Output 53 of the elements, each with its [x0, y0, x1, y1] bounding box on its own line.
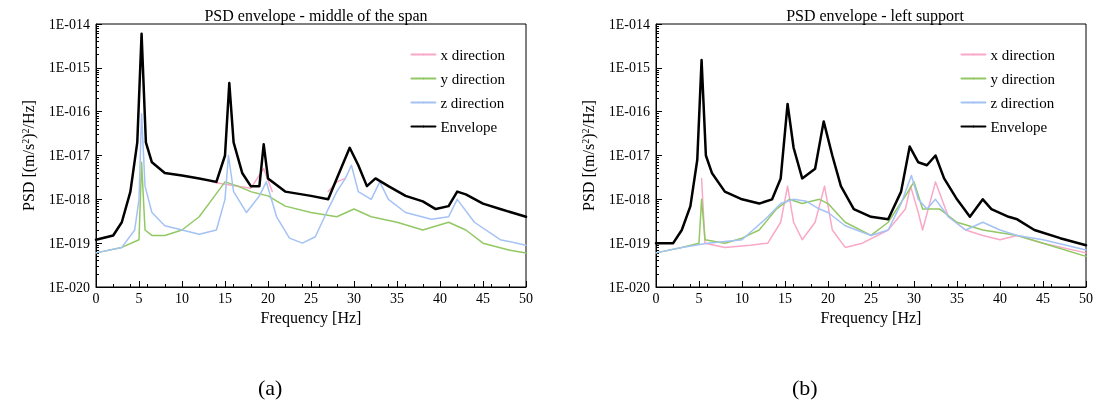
x-tick-label: 10: [735, 290, 749, 306]
legend-label: y direction: [990, 70, 1056, 87]
x-tick-label: 50: [519, 290, 533, 306]
legend-label: y direction: [440, 70, 506, 87]
x-tick-label: 25: [304, 290, 318, 306]
x-tick-label: 15: [778, 290, 792, 306]
y-tick-label: 1E-014: [48, 16, 90, 32]
y-tick-label: 1E-019: [608, 235, 650, 251]
x-tick-label: 30: [907, 290, 921, 306]
x-axis-title: Frequency [Hz]: [820, 309, 922, 328]
text: (a): [258, 374, 283, 400]
x-tick-label: 25: [864, 290, 878, 306]
x-tick-label: 20: [821, 290, 835, 306]
legend-label: Envelope: [440, 118, 498, 135]
x-tick-label: 5: [135, 290, 143, 306]
y-tick-label: 1E-016: [608, 104, 650, 120]
legend-label: z direction: [440, 94, 505, 111]
y-tick-label: 1E-017: [608, 148, 650, 163]
y-tick-label: 1E-017: [48, 148, 90, 163]
chart-title: PSD envelope - left support: [786, 6, 965, 25]
x-tick-label: 30: [347, 290, 361, 306]
x-tick-label: 40: [993, 290, 1007, 306]
legend-label: x direction: [990, 46, 1056, 63]
x-tick-label: 15: [218, 290, 232, 306]
x-tick-label: 20: [261, 290, 275, 306]
x-tick-label: 5: [695, 290, 703, 306]
x-tick-label: 45: [476, 290, 490, 306]
y-tick-label: 1E-015: [48, 60, 90, 76]
x-tick-label: 35: [390, 290, 404, 306]
y-tick-label: 1E-020: [608, 279, 650, 295]
legend-label: x direction: [440, 46, 506, 63]
y-tick-label: 1E-016: [48, 104, 90, 120]
y-axis-title: PSD [(m/s2)2/Hz]: [19, 100, 38, 211]
x-tick-label: 35: [950, 290, 964, 306]
x-tick-label: 45: [1036, 290, 1050, 306]
x-tick-label: 0: [92, 290, 100, 306]
x-tick-label: 50: [1079, 290, 1093, 306]
y-tick-label: 1E-020: [48, 279, 90, 295]
x-axis-title: Frequency [Hz]: [260, 309, 362, 328]
y-tick-label: 1E-019: [48, 235, 90, 251]
y-tick-label: 1E-015: [608, 60, 650, 76]
y-tick-label: 1E-018: [48, 191, 90, 207]
legend-label: z direction: [990, 94, 1055, 111]
x-tick-label: 40: [433, 290, 447, 306]
y-axis-title: PSD [(m/s2)2/Hz]: [579, 100, 598, 211]
chart-title: PSD envelope - middle of the span: [204, 6, 428, 25]
legend-label: Envelope: [990, 118, 1048, 135]
y-tick-label: 1E-018: [608, 191, 650, 207]
y-tick-label: 1E-014: [608, 16, 650, 32]
text: (b): [792, 374, 818, 400]
x-tick-label: 10: [175, 290, 189, 306]
x-tick-label: 0: [652, 290, 660, 306]
line-series: [95, 112, 527, 254]
